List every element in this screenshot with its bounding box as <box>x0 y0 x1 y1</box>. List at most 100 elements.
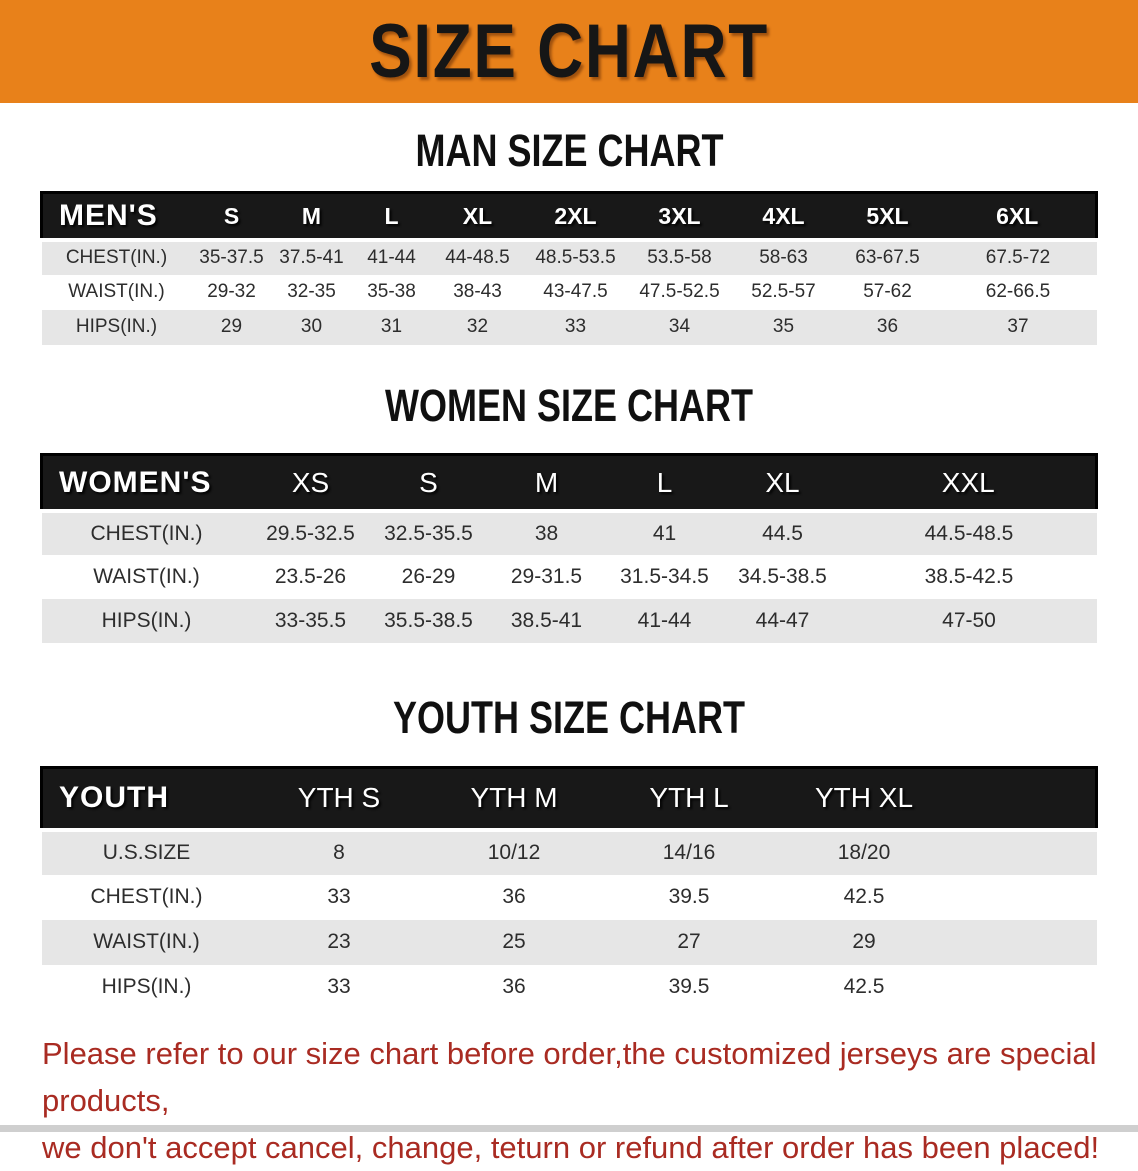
size-header-cell: YTH M <box>426 766 602 832</box>
table-row: CHEST(IN.) 35-37.5 37.5-41 41-44 44-48.5 48.5… <box>41 237 1097 275</box>
size-value-cell: 58-63 <box>731 237 836 275</box>
filler-cell <box>952 965 1097 1010</box>
size-value-cell: 30 <box>300 316 323 338</box>
size-value-cell: 44.5-48.5 <box>841 508 1097 555</box>
footer-note: Please refer to our size chart before or… <box>42 1030 1138 1171</box>
size-value-cell: 33 <box>327 975 351 999</box>
size-value-cell: 33-35.5 <box>274 608 347 632</box>
size-value-cell: 31 <box>380 316 403 338</box>
size-value-cell: 34 <box>668 316 691 338</box>
size-value-cell: 48.5-53.5 <box>523 237 628 275</box>
size-header-cell: M <box>487 453 606 513</box>
size-value-cell: 42.5 <box>843 885 885 909</box>
measure-label-cell: U.S.SIZE <box>41 827 252 875</box>
measure-label-cell: HIPS(IN.) <box>101 608 192 632</box>
youth-size-table: YOUTH YTH S YTH M YTH L YTH XL U.S.SIZE 8 10/12… <box>40 766 1098 1010</box>
size-header-cell: M <box>271 191 352 242</box>
size-value-cell: 35 <box>772 316 795 338</box>
measure-label-cell: CHEST(IN.) <box>41 237 192 275</box>
size-value-cell: 10/12 <box>426 827 602 875</box>
size-value-cell: 35.5-38.5 <box>384 608 473 632</box>
size-value-cell: 47-50 <box>942 608 996 632</box>
size-header-cell: YTH L <box>601 766 777 832</box>
size-value-cell: 32.5-35.5 <box>369 508 488 555</box>
size-value-cell: 32 <box>466 316 489 338</box>
size-value-cell: 29 <box>220 316 243 338</box>
size-header-cell: S <box>369 453 488 513</box>
size-value-cell: 25 <box>502 930 526 954</box>
size-value-cell: 29-31.5 <box>510 564 583 588</box>
size-value-cell: 36 <box>502 885 526 909</box>
table-row: WAIST(IN.) 29-32 32-35 35-38 38-43 43-47.5 47.… <box>42 275 1097 310</box>
size-value-cell: 37.5-41 <box>271 237 352 275</box>
size-value-cell: 36 <box>876 316 899 338</box>
size-header-cell: L <box>605 453 724 513</box>
size-value-cell: 57-62 <box>863 281 912 303</box>
table-row: HIPS(IN.) 33-35.5 35.5-38.5 38.5-41 41-44 44-… <box>41 598 1097 643</box>
size-value-cell: 38 <box>487 508 606 555</box>
measure-label-cell: WAIST(IN.) <box>93 564 200 588</box>
size-value-cell: 29 <box>852 930 876 954</box>
size-value-cell: 23.5-26 <box>274 564 347 588</box>
measure-label-cell: WAIST(IN.) <box>68 281 165 303</box>
size-value-cell: 32-35 <box>287 281 336 303</box>
size-value-cell: 42.5 <box>843 975 885 999</box>
size-value-cell: 38-43 <box>453 281 502 303</box>
size-value-cell: 62-66.5 <box>985 281 1051 303</box>
size-value-cell: 41-44 <box>637 608 692 632</box>
size-value-cell: 27 <box>677 930 701 954</box>
man-chart-heading: MAN SIZE CHART <box>0 125 1138 176</box>
size-value-cell: 33 <box>327 885 351 909</box>
measure-label-cell: HIPS(IN.) <box>75 316 158 338</box>
size-value-cell: 52.5-57 <box>751 281 816 303</box>
women-chart-heading-text: WOMEN SIZE CHART <box>384 379 753 431</box>
table-title-cell: YOUTH <box>40 766 252 832</box>
size-value-cell: 36 <box>502 975 526 999</box>
filler-cell <box>951 766 1098 832</box>
filler-cell <box>951 827 1097 875</box>
size-value-cell: 44-48.5 <box>431 237 524 275</box>
youth-chart-heading: YOUTH SIZE CHART <box>0 692 1138 743</box>
size-value-cell: 38.5-41 <box>510 608 583 632</box>
size-value-cell: 39.5 <box>668 885 710 909</box>
size-value-cell: 41 <box>605 508 724 555</box>
size-header-cell: XL <box>723 453 842 513</box>
size-value-cell: 38.5-42.5 <box>924 564 1014 588</box>
table-row: HIPS(IN.) 33 36 39.5 42.5 <box>42 965 1097 1010</box>
bottom-edge-strip <box>0 1125 1138 1132</box>
size-value-cell: 39.5 <box>668 975 710 999</box>
size-value-cell: 67.5-72 <box>939 237 1097 275</box>
table-title-cell: WOMEN'S <box>40 453 252 513</box>
filler-cell <box>952 875 1097 920</box>
size-value-cell: 43-47.5 <box>543 281 608 303</box>
size-value-cell: 8 <box>251 827 427 875</box>
women-chart-heading: WOMEN SIZE CHART <box>0 379 1138 431</box>
size-header-cell: YTH S <box>251 766 427 832</box>
size-value-cell: 23 <box>327 930 351 954</box>
banner: SIZE CHART <box>0 0 1138 103</box>
size-value-cell: 53.5-58 <box>627 237 732 275</box>
table-row: CHEST(IN.) 33 36 39.5 42.5 <box>42 875 1097 920</box>
size-header-cell: 3XL <box>627 191 732 242</box>
table-row: WAIST(IN.) 23.5-26 26-29 29-31.5 31.5-34.5 34… <box>42 555 1097 599</box>
size-header-cell: 2XL <box>523 191 628 242</box>
size-value-cell: 18/20 <box>776 827 952 875</box>
women-size-table: WOMEN'S XS S M L XL XXL CHEST(IN.) 29.5-32.5 32.5… <box>40 453 1098 643</box>
size-value-cell: 44-47 <box>755 608 810 632</box>
size-value-cell: 47.5-52.5 <box>639 281 720 303</box>
size-header-cell: 6XL <box>939 191 1098 242</box>
size-header-cell: L <box>351 191 432 242</box>
footer-line-1: Please refer to our size chart before or… <box>42 1035 1097 1118</box>
size-header-cell: 5XL <box>835 191 940 242</box>
size-header-cell: YTH XL <box>776 766 952 832</box>
table-row: CHEST(IN.) 29.5-32.5 32.5-35.5 38 41 44.5 44.5… <box>41 508 1097 555</box>
banner-title: SIZE CHART <box>369 9 769 94</box>
table-row: U.S.SIZE 8 10/12 14/16 18/20 <box>41 827 1097 875</box>
man-size-table: MEN'S S M L XL 2XL 3XL 4XL 5XL 6XL CHEST(IN.) 35-37… <box>40 191 1098 345</box>
size-header-cell: XL <box>431 191 524 242</box>
table-row: HIPS(IN.) 29 30 31 32 33 34 35 36 37 <box>41 309 1097 345</box>
man-chart-heading-text: MAN SIZE CHART <box>414 125 723 176</box>
size-value-cell: 26-29 <box>401 564 456 588</box>
size-value-cell: 44.5 <box>723 508 842 555</box>
size-header-cell: XS <box>251 453 370 513</box>
